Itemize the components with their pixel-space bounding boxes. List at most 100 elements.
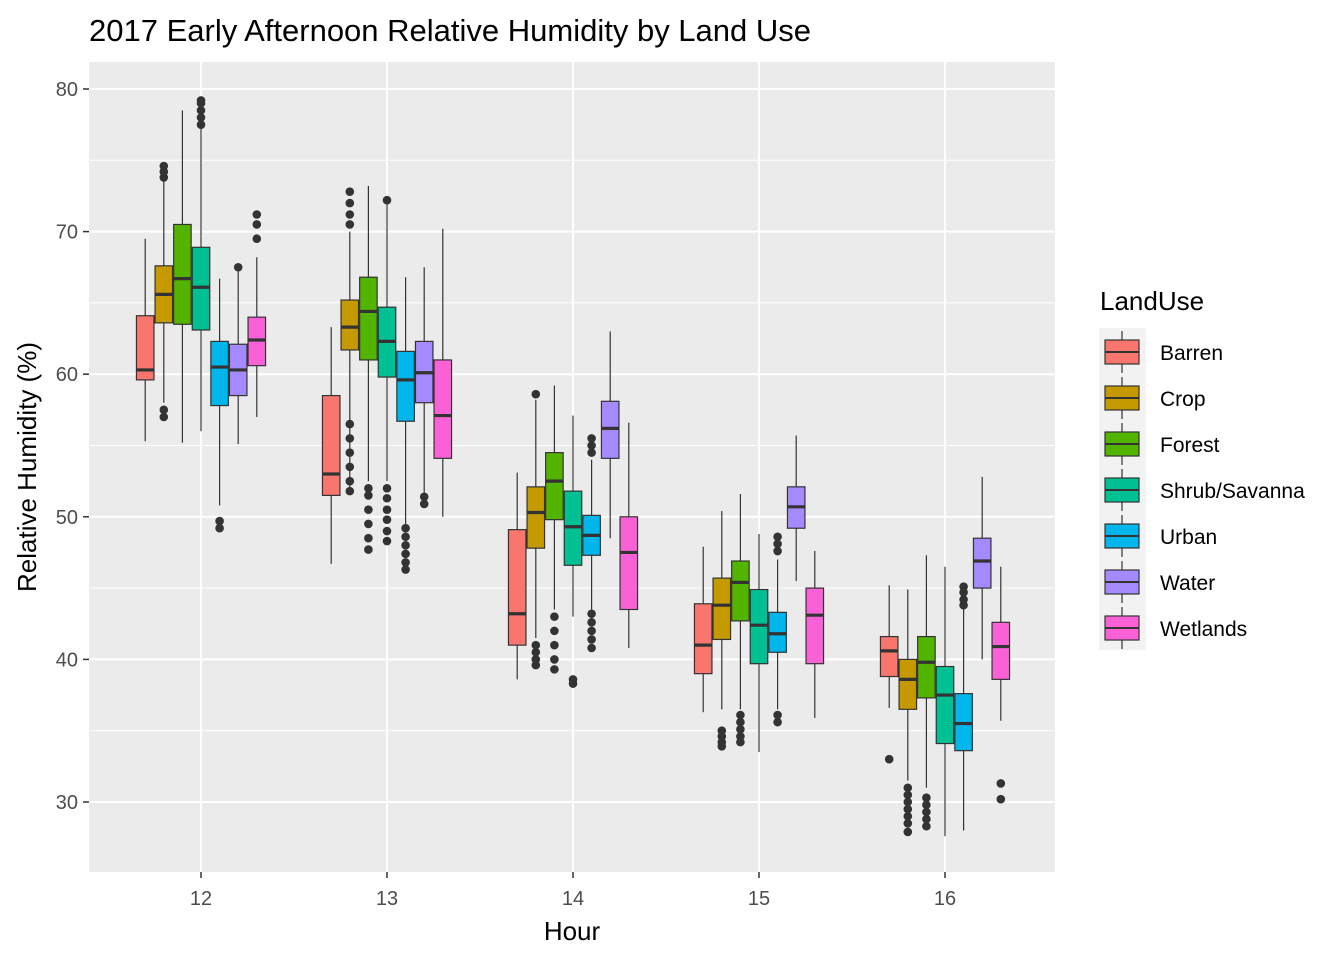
outlier-point bbox=[252, 234, 262, 244]
outlier-point bbox=[345, 220, 355, 229]
x-axis-title: Hour bbox=[544, 916, 601, 946]
outlier-point bbox=[550, 612, 559, 621]
y-axis: 30 40 50 60 70 80 bbox=[56, 79, 89, 814]
box-water-14 bbox=[600, 331, 620, 539]
outlier-point bbox=[773, 532, 782, 542]
box-shrub-savanna-15 bbox=[749, 533, 769, 753]
outlier-point bbox=[345, 434, 355, 443]
outlier-point bbox=[159, 161, 169, 171]
box-shrub-savanna-13 bbox=[377, 195, 397, 546]
legend-label: Shrub/Savanna bbox=[1160, 480, 1305, 503]
outlier-point bbox=[196, 96, 206, 105]
outlier-point bbox=[345, 210, 355, 219]
box-body bbox=[396, 350, 415, 422]
box-body bbox=[173, 223, 192, 325]
box-body bbox=[991, 621, 1011, 680]
outlier-point bbox=[382, 483, 392, 493]
legend-label: Forest bbox=[1160, 434, 1220, 457]
outlier-point bbox=[736, 717, 745, 727]
outlier-point bbox=[903, 804, 913, 814]
outlier-point bbox=[382, 505, 392, 514]
outlier-point bbox=[587, 609, 596, 619]
outlier-point bbox=[550, 626, 559, 636]
outlier-point bbox=[215, 516, 224, 526]
outlier-point bbox=[959, 582, 968, 591]
box-forest-15 bbox=[731, 493, 750, 747]
box-forest-13 bbox=[359, 185, 378, 554]
outlier-point bbox=[345, 198, 355, 208]
x-tick-label: 14 bbox=[562, 888, 584, 910]
outlier-point bbox=[959, 595, 968, 604]
legend-label: Urban bbox=[1160, 526, 1217, 549]
box-body bbox=[935, 665, 955, 745]
box-wetlands-12 bbox=[247, 210, 267, 417]
box-shrub-savanna-12 bbox=[191, 96, 211, 432]
outlier-point bbox=[903, 827, 913, 837]
box-wetlands-15 bbox=[805, 551, 825, 718]
outlier-point bbox=[903, 811, 913, 821]
box-body bbox=[805, 587, 825, 665]
box-water-16 bbox=[972, 476, 992, 660]
outlier-point bbox=[401, 558, 410, 567]
outlier-point bbox=[382, 526, 392, 536]
outlier-point bbox=[345, 187, 355, 196]
y-tick-label: 30 bbox=[56, 792, 78, 814]
x-axis: 12 13 14 15 16 bbox=[190, 872, 956, 910]
legend-item: Wetlands bbox=[1104, 607, 1247, 649]
outlier-point bbox=[922, 814, 931, 824]
outlier-point bbox=[550, 665, 559, 674]
outlier-point bbox=[531, 647, 541, 657]
box-body bbox=[210, 340, 229, 407]
outlier-point bbox=[587, 448, 596, 457]
outlier-point bbox=[345, 476, 355, 486]
outlier-point bbox=[587, 434, 596, 443]
box-body bbox=[545, 452, 564, 521]
outlier-point bbox=[382, 493, 392, 503]
box-forest-16 bbox=[917, 555, 936, 831]
y-tick-label: 50 bbox=[56, 507, 78, 529]
box-body bbox=[359, 276, 378, 361]
outlier-point bbox=[736, 732, 745, 741]
outlier-point bbox=[345, 448, 355, 457]
x-tick-label: 16 bbox=[934, 888, 956, 910]
box-urban-12 bbox=[210, 278, 229, 533]
box-body bbox=[507, 529, 527, 646]
box-crop-14 bbox=[526, 389, 546, 670]
outlier-point bbox=[587, 635, 596, 644]
legend-item: Urban bbox=[1104, 515, 1217, 557]
legend: LandUse Barren Crop Forest Shrub/Savanna Urb… bbox=[1099, 286, 1305, 650]
box-wetlands-16 bbox=[991, 566, 1011, 804]
box-shrub-savanna-14 bbox=[563, 415, 583, 688]
box-crop-16 bbox=[898, 589, 918, 837]
outlier-point bbox=[736, 724, 745, 734]
outlier-point bbox=[401, 523, 410, 533]
legend-title: LandUse bbox=[1100, 286, 1204, 316]
outlier-point bbox=[401, 549, 410, 559]
outlier-point bbox=[531, 389, 541, 399]
outlier-point bbox=[252, 220, 262, 229]
legend-item: Forest bbox=[1104, 423, 1220, 465]
outlier-point bbox=[884, 754, 894, 764]
outlier-point bbox=[531, 640, 541, 650]
box-urban-16 bbox=[954, 582, 973, 831]
outlier-point bbox=[773, 546, 782, 556]
box-water-12 bbox=[228, 262, 248, 445]
outlier-point bbox=[364, 505, 373, 514]
outlier-point bbox=[587, 643, 596, 653]
x-tick-label: 13 bbox=[376, 888, 398, 910]
legend-item: Barren bbox=[1104, 331, 1223, 373]
box-body bbox=[879, 635, 899, 678]
box-body bbox=[526, 486, 546, 549]
outlier-point bbox=[587, 618, 596, 627]
outlier-point bbox=[587, 441, 596, 450]
legend-label: Water bbox=[1160, 572, 1215, 595]
outlier-point bbox=[345, 462, 355, 472]
box-barren-16 bbox=[879, 585, 899, 764]
box-urban-14 bbox=[582, 434, 601, 653]
box-body bbox=[135, 315, 155, 381]
box-body bbox=[433, 359, 453, 459]
outlier-point bbox=[922, 821, 931, 831]
outlier-point bbox=[215, 523, 224, 533]
outlier-point bbox=[401, 532, 410, 542]
